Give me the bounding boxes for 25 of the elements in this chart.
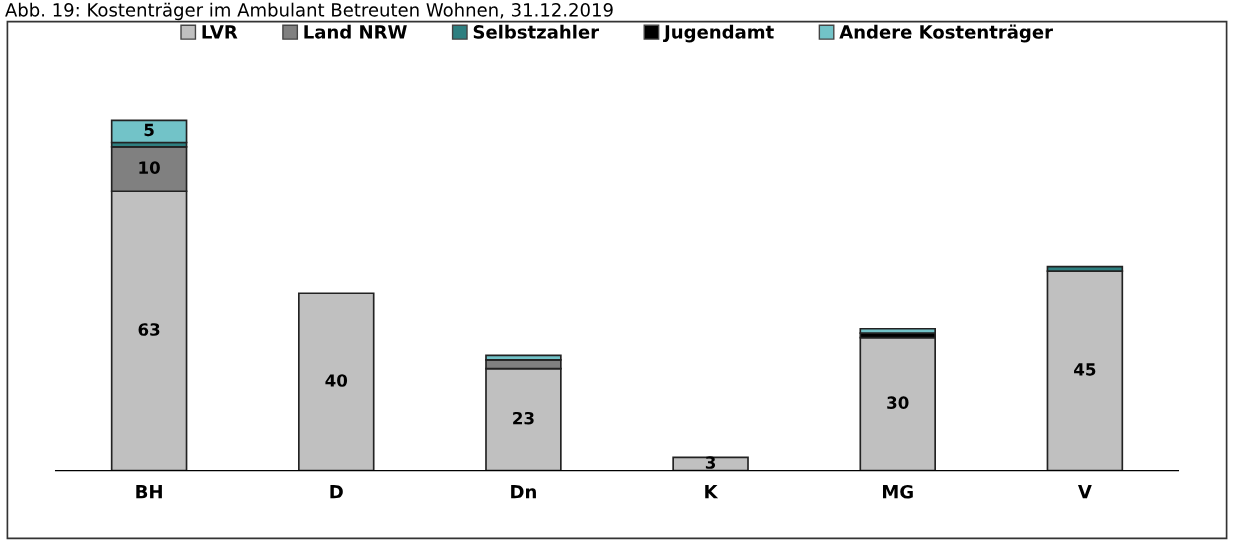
data-label: 30 <box>887 396 909 409</box>
bar <box>859 327 937 335</box>
legend-label: Jugendamt <box>663 24 774 43</box>
data-label: 5 <box>144 123 154 137</box>
chart-title: Abb. 19: Kostenträger im Ambulant Betreuten Wohnen, 31.12.2019 <box>5 2 613 21</box>
legend-label: Andere Kostenträger <box>839 24 1053 43</box>
legend-label: Selbstzahler <box>473 24 600 39</box>
bar <box>110 119 188 144</box>
legend-label: LVR <box>202 25 238 39</box>
data-label: 45 <box>1074 363 1096 376</box>
bar <box>859 336 937 471</box>
x-tick-label: V <box>1077 485 1092 499</box>
data-label: 40 <box>325 374 348 387</box>
x-tick-label: D <box>330 485 343 499</box>
data-label: 3 <box>705 456 716 469</box>
bar <box>1046 270 1124 471</box>
bar <box>297 292 375 471</box>
data-label: 63 <box>138 323 160 336</box>
data-label: 10 <box>139 161 160 174</box>
x-tick-label: BH <box>136 485 162 499</box>
x-tick-label: MG <box>883 484 913 499</box>
legend-label: Land NRW <box>304 24 407 39</box>
data-label: 23 <box>513 411 534 425</box>
x-tick-label: K <box>705 485 719 499</box>
x-tick-label: Dn <box>511 485 536 499</box>
